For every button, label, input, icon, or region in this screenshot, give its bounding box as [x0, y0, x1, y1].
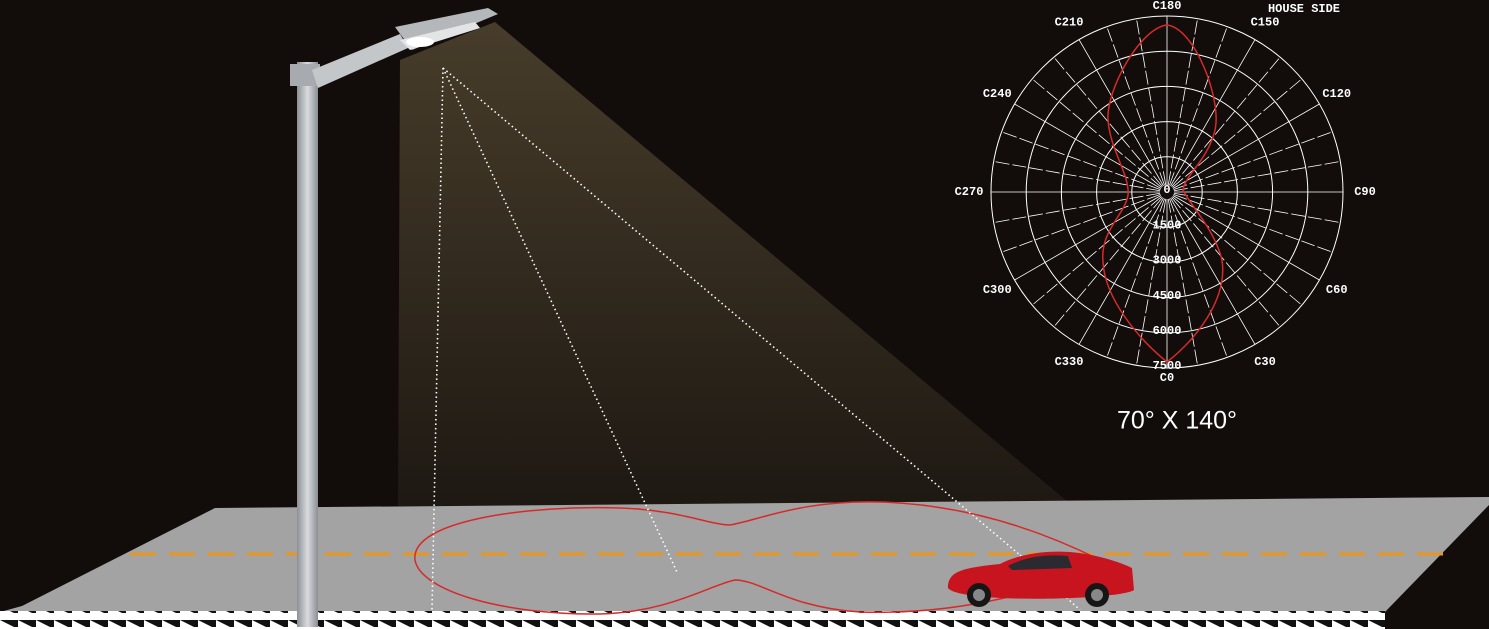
- angle-label: C30: [1254, 355, 1276, 369]
- angle-label: C180: [1153, 0, 1182, 13]
- radial-label: 1500: [1153, 218, 1182, 232]
- street-light: [290, 8, 498, 627]
- radial-label: 4500: [1153, 289, 1182, 303]
- polar-spoke: [1171, 56, 1281, 187]
- angle-label: C210: [1055, 15, 1084, 29]
- polar-spoke: [1001, 131, 1161, 190]
- car: [948, 551, 1134, 607]
- polar-spoke: [1173, 192, 1341, 223]
- polar-spoke: [1169, 26, 1228, 186]
- angle-label: C120: [1322, 87, 1351, 101]
- polar-spoke: [1053, 197, 1163, 328]
- angle-label: C150: [1251, 15, 1280, 29]
- polar-spoke: [993, 192, 1161, 223]
- polar-spoke: [1106, 26, 1165, 186]
- polar-spoke: [1170, 39, 1256, 187]
- polar-spoke: [1014, 103, 1162, 189]
- polar-spoke: [1169, 198, 1228, 358]
- radial-label: 6000: [1153, 324, 1182, 338]
- polar-spoke: [1001, 194, 1161, 253]
- polar-spoke: [1031, 78, 1162, 188]
- curb: [0, 611, 1385, 629]
- radial-label: 0: [1163, 183, 1170, 197]
- house-side-label: HOUSE SIDE: [1268, 2, 1340, 16]
- polar-spoke: [1173, 131, 1333, 190]
- polar-spoke: [1078, 39, 1164, 187]
- polar-spoke: [1173, 194, 1333, 253]
- angle-label: C300: [983, 283, 1012, 297]
- polar-diagram: C0 C30 C60 C90 C120 C150 C180 C210 C240 C270 C300 C…: [955, 0, 1376, 385]
- angle-label: C0: [1160, 371, 1174, 385]
- radial-label: 7500: [1153, 359, 1182, 373]
- polar-spoke: [1172, 103, 1320, 189]
- polar-spoke: [1078, 197, 1164, 345]
- radial-label: 3000: [1153, 254, 1182, 268]
- polar-curve: [1102, 24, 1224, 363]
- polar-spoke: [1173, 161, 1341, 192]
- polar-spoke: [1170, 197, 1256, 345]
- polar-spoke: [1031, 196, 1162, 306]
- polar-spoke: [1172, 196, 1303, 306]
- polar-spoke: [1053, 56, 1163, 187]
- polar-spoke: [1014, 195, 1162, 281]
- polar-spoke: [1171, 197, 1281, 328]
- polar-spoke: [1136, 18, 1167, 186]
- beam-angle-caption: 70° X 140°: [1117, 407, 1237, 435]
- angle-label: C270: [955, 185, 984, 199]
- polar-spoke: [1172, 195, 1320, 281]
- polar-spoke: [1106, 198, 1165, 358]
- light-beam: [398, 22, 1068, 506]
- angle-label: C90: [1354, 185, 1376, 199]
- angle-label: C60: [1326, 283, 1348, 297]
- angle-label: C330: [1055, 355, 1084, 369]
- angle-label: C240: [983, 87, 1012, 101]
- polar-spoke: [1172, 78, 1303, 188]
- polar-spoke: [993, 161, 1161, 192]
